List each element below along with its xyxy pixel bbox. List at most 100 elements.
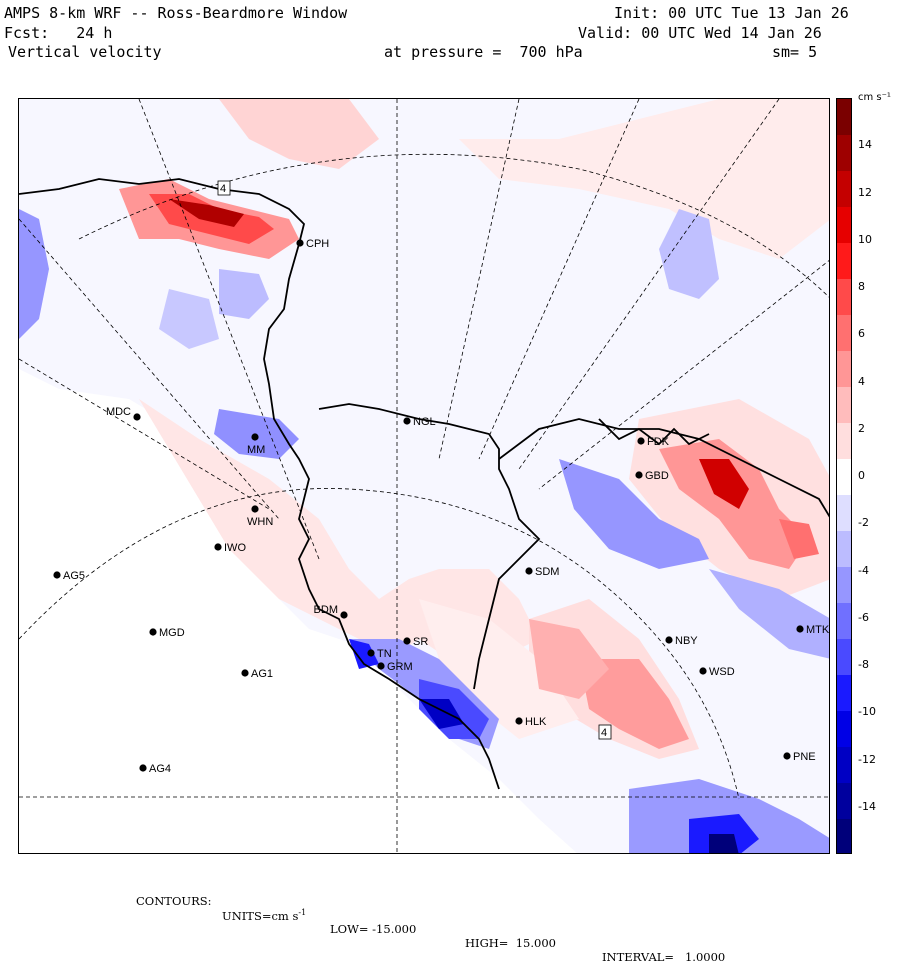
station-marker[interactable] bbox=[796, 625, 804, 633]
units-label: UNITS=cm s-1 bbox=[222, 908, 307, 923]
positive-region bbox=[139, 399, 539, 659]
station-label: MDC bbox=[106, 406, 131, 418]
station-marker[interactable] bbox=[377, 662, 385, 670]
station-marker[interactable] bbox=[296, 239, 304, 247]
init-time: Init: 00 UTC Tue 13 Jan 26 bbox=[614, 4, 849, 22]
contour-label: 4 bbox=[598, 724, 612, 740]
updraft bbox=[529, 619, 609, 699]
downdraft bbox=[709, 834, 739, 853]
colorbar-tick-label: -2 bbox=[858, 516, 869, 530]
smoothing: sm= 5 bbox=[772, 43, 818, 61]
station-marker[interactable] bbox=[403, 417, 411, 425]
downdraft bbox=[559, 459, 709, 569]
colorbar-swatch bbox=[837, 603, 851, 640]
contour-info: CONTOURS: UNITS=cm s-1 LOW= -15.000 HIGH… bbox=[0, 880, 900, 964]
station-label: IWO bbox=[224, 542, 246, 554]
graticule bbox=[19, 99, 829, 853]
station-marker[interactable] bbox=[133, 413, 141, 421]
colorbar-swatch bbox=[837, 639, 851, 676]
map-canvas: 4 4 CPH NGL MDC MM WHN IWO AG5 FDK GBD SDM BDM MGD S… bbox=[19, 99, 829, 853]
map-panel[interactable]: 4 4 CPH NGL MDC MM WHN IWO AG5 FDK GBD SDM BDM MGD S… bbox=[18, 98, 830, 854]
updraft bbox=[779, 519, 819, 559]
station-label: GBD bbox=[645, 470, 669, 482]
downdraft bbox=[709, 569, 829, 659]
station-label: MGD bbox=[159, 627, 185, 639]
colorbar-labels: 14 12 10 8 6 4 2 0 -2 -4 -6 -8 -10 -12 -14 bbox=[856, 98, 900, 854]
colorbar-swatch bbox=[837, 495, 851, 532]
downdraft bbox=[19, 209, 49, 339]
station-label: TN bbox=[377, 648, 392, 660]
colorbar-swatch bbox=[837, 351, 851, 388]
station-marker[interactable] bbox=[637, 437, 645, 445]
station-marker[interactable] bbox=[403, 637, 411, 645]
low-value: LOW= -15.000 bbox=[330, 922, 417, 936]
station-marker[interactable] bbox=[699, 667, 707, 675]
station-label: FDK bbox=[647, 436, 670, 448]
station-marker[interactable] bbox=[139, 764, 147, 772]
station-label: AG1 bbox=[251, 668, 273, 680]
coastline bbox=[19, 178, 829, 790]
station-marker[interactable] bbox=[525, 567, 533, 575]
colorbar-swatch bbox=[837, 819, 851, 853]
downdraft bbox=[419, 699, 464, 729]
colorbar-swatch bbox=[837, 171, 851, 208]
downdraft bbox=[659, 209, 719, 299]
downdraft bbox=[219, 269, 269, 319]
downdraft bbox=[349, 639, 379, 669]
positive-region bbox=[419, 599, 579, 739]
positive-region bbox=[219, 99, 379, 169]
station-marker[interactable] bbox=[635, 471, 643, 479]
downdraft bbox=[159, 289, 219, 349]
colorbar-swatch bbox=[837, 783, 851, 820]
contours-label: CONTOURS: bbox=[136, 894, 212, 908]
colorbar-tick-label: 6 bbox=[858, 327, 865, 341]
colorbar-tick-label: 10 bbox=[858, 232, 872, 246]
station-marker[interactable] bbox=[367, 649, 375, 657]
station-marker[interactable] bbox=[53, 571, 61, 579]
colorbar-tick-label: -14 bbox=[858, 799, 876, 813]
station-marker[interactable] bbox=[251, 433, 259, 441]
colorbar-tick-label: -10 bbox=[858, 705, 876, 719]
map-title: AMPS 8-km WRF -- Ross-Beardmore Window bbox=[4, 4, 348, 22]
colorbar-tick-label: 2 bbox=[858, 421, 865, 435]
updraft bbox=[579, 659, 689, 749]
station-marker[interactable] bbox=[241, 669, 249, 677]
svg-text:4: 4 bbox=[601, 727, 607, 739]
station-marker[interactable] bbox=[251, 505, 259, 513]
colorbar-swatch bbox=[837, 531, 851, 568]
colorbar-swatch bbox=[837, 207, 851, 244]
high-value: HIGH= 15.000 bbox=[465, 936, 556, 950]
colorbar-tick-label: 8 bbox=[858, 280, 865, 293]
colorbar-swatch bbox=[837, 711, 851, 748]
station-marker[interactable] bbox=[340, 611, 348, 619]
downdraft bbox=[689, 814, 759, 853]
colorbar-swatch bbox=[837, 459, 851, 496]
pressure-level: at pressure = 700 hPa bbox=[384, 43, 583, 61]
station-label: AG5 bbox=[63, 570, 85, 582]
colorbar-swatch bbox=[837, 279, 851, 316]
station-marker[interactable] bbox=[515, 717, 523, 725]
station-marker[interactable] bbox=[149, 628, 157, 636]
station-marker[interactable] bbox=[214, 543, 222, 551]
colorbar-swatch bbox=[837, 747, 851, 784]
station-layer: CPH NGL MDC MM WHN IWO AG5 FDK GBD SDM BDM MGD SR TNG… bbox=[53, 238, 829, 775]
colorbar bbox=[836, 98, 852, 854]
station-marker[interactable] bbox=[783, 752, 791, 760]
svg-text:4: 4 bbox=[220, 183, 226, 195]
colorbar-swatch bbox=[837, 243, 851, 280]
no-data-region bbox=[19, 369, 577, 853]
station-label: MM bbox=[247, 444, 265, 456]
station-label: SR bbox=[413, 636, 428, 648]
colorbar-swatch bbox=[837, 387, 851, 424]
station-label: MTK bbox=[806, 624, 830, 636]
station-label: CPH bbox=[306, 238, 329, 250]
colorbar-tick-label: -12 bbox=[858, 752, 876, 766]
station-label: WHN bbox=[247, 516, 273, 528]
forecast-hour: Fcst: 24 h bbox=[4, 24, 113, 42]
station-label: GRM bbox=[387, 661, 413, 673]
station-label: NGL bbox=[413, 416, 436, 428]
colorbar-swatch bbox=[837, 567, 851, 604]
station-marker[interactable] bbox=[665, 636, 673, 644]
colorbar-tick-label: 4 bbox=[858, 374, 865, 388]
colorbar-swatch bbox=[837, 675, 851, 712]
